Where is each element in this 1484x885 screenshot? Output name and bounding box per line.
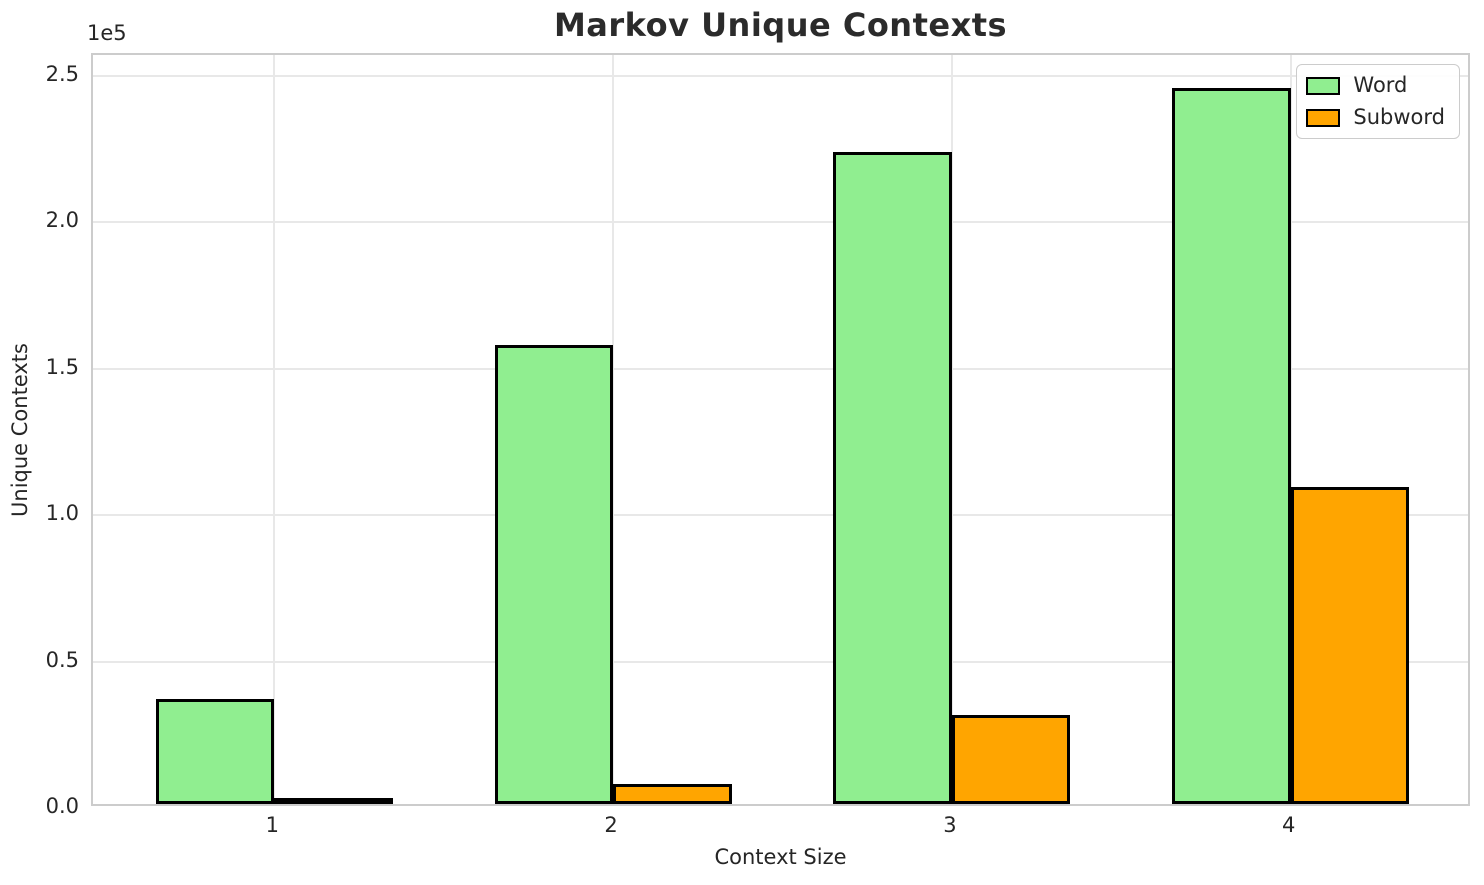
x-tick-label-4: 4 — [1282, 813, 1296, 837]
legend: Word Subword — [1296, 64, 1460, 139]
x-tick-label-2: 2 — [604, 813, 618, 837]
bar-subword-x1 — [274, 798, 393, 804]
bar-subword-x2 — [613, 784, 732, 804]
y-gridline-0.5 — [93, 660, 1468, 663]
y-gridline-2.0 — [93, 221, 1468, 223]
y-tick-label-2.0: 2.0 — [45, 208, 79, 232]
legend-swatch-word — [1306, 76, 1341, 95]
bar-word-x2 — [494, 345, 614, 804]
y-tick-label-0.5: 0.5 — [45, 647, 79, 672]
legend-label-subword: Subword — [1353, 105, 1445, 129]
x-tick-label-1: 1 — [265, 813, 279, 837]
bar-subword-x4 — [1290, 486, 1410, 804]
y-gridline-1.5 — [93, 367, 1468, 370]
y-gridline-1.0 — [93, 514, 1468, 516]
x-gridline-1 — [273, 55, 276, 804]
plot-area: Word Subword — [91, 53, 1470, 806]
bar-word-x1 — [155, 698, 275, 804]
legend-swatch-subword — [1306, 108, 1341, 127]
x-gridline-3 — [950, 55, 953, 804]
y-gridline-2.5 — [93, 74, 1468, 77]
chart-title: Markov Unique Contexts — [553, 6, 1008, 44]
bar-word-x4 — [1172, 87, 1291, 804]
y-tick-label-0.0: 0.0 — [45, 794, 79, 818]
y-tick-label-2.5: 2.5 — [45, 61, 79, 86]
x-gridline-4 — [1289, 55, 1292, 804]
legend-item-word: Word — [1306, 73, 1445, 98]
x-gridline-2 — [612, 55, 615, 804]
bar-word-x3 — [833, 152, 952, 804]
bar-subword-x3 — [951, 714, 1071, 804]
x-tick-label-3: 3 — [943, 813, 957, 837]
y-tick-label-1.5: 1.5 — [45, 354, 79, 379]
x-axis-label: Context Size — [714, 845, 847, 869]
y-axis-offset-text: 1e5 — [87, 21, 127, 45]
legend-item-subword: Subword — [1306, 105, 1445, 130]
y-tick-label-1.0: 1.0 — [45, 501, 79, 525]
legend-label-word: Word — [1353, 73, 1408, 97]
